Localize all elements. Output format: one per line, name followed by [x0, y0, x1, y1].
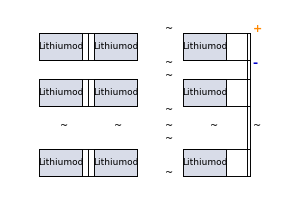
- Text: Lithiumod: Lithiumod: [182, 88, 228, 97]
- Text: Lithiumod: Lithiumod: [38, 158, 83, 167]
- Text: ~: ~: [165, 134, 173, 144]
- FancyBboxPatch shape: [94, 33, 137, 60]
- Text: Lithiumod: Lithiumod: [93, 42, 138, 51]
- Text: ~: ~: [165, 104, 173, 114]
- Text: ~: ~: [210, 121, 218, 131]
- FancyBboxPatch shape: [39, 33, 82, 60]
- FancyBboxPatch shape: [94, 79, 137, 106]
- Text: Lithiumod: Lithiumod: [182, 158, 228, 167]
- Text: Lithiumod: Lithiumod: [93, 158, 138, 167]
- Text: ~: ~: [60, 121, 68, 131]
- FancyBboxPatch shape: [183, 33, 226, 60]
- FancyBboxPatch shape: [39, 149, 82, 176]
- Text: Lithiumod: Lithiumod: [38, 88, 83, 97]
- Text: Lithiumod: Lithiumod: [93, 88, 138, 97]
- FancyBboxPatch shape: [94, 149, 137, 176]
- Text: ~: ~: [253, 121, 261, 131]
- FancyBboxPatch shape: [183, 149, 226, 176]
- Text: ~: ~: [165, 71, 173, 81]
- Text: ~: ~: [165, 121, 173, 131]
- Text: ~: ~: [165, 58, 173, 68]
- Text: Lithiumod: Lithiumod: [182, 42, 228, 51]
- Text: ~: ~: [165, 168, 173, 178]
- Text: +: +: [253, 24, 262, 34]
- Text: ~: ~: [114, 121, 122, 131]
- Text: ~: ~: [165, 24, 173, 34]
- Text: Lithiumod: Lithiumod: [38, 42, 83, 51]
- FancyBboxPatch shape: [183, 79, 226, 106]
- FancyBboxPatch shape: [39, 79, 82, 106]
- Text: -: -: [253, 57, 258, 70]
